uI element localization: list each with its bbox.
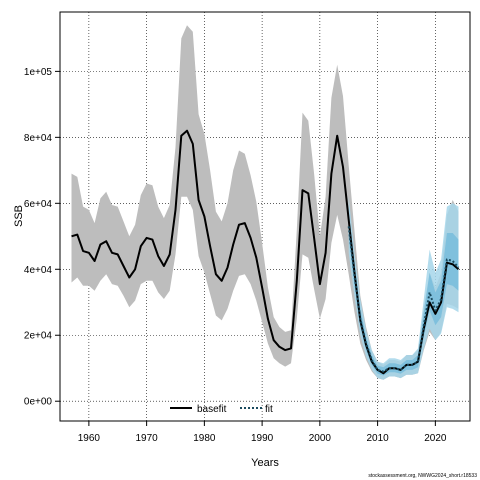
y-tick-label: 4e+04 bbox=[24, 265, 53, 276]
fit-band-outer bbox=[348, 196, 459, 380]
y-axis: 0e+00 2e+04 4e+04 6e+04 8e+04 1e+05 bbox=[24, 67, 60, 408]
x-tick-label: 2020 bbox=[424, 433, 447, 444]
x-axis: 1960 1970 1980 1990 2000 2010 2020 bbox=[78, 421, 447, 444]
y-tick-label: 6e+04 bbox=[24, 199, 53, 210]
caption: stockassessment.org, NWWG2024_short.r185… bbox=[368, 473, 477, 479]
y-tick-label: 8e+04 bbox=[24, 133, 53, 144]
series-lines bbox=[71, 129, 460, 375]
x-tick-label: 1980 bbox=[193, 433, 216, 444]
x-axis-title: Years bbox=[251, 457, 279, 469]
y-axis-title: SSB bbox=[13, 205, 25, 227]
x-tick-label: 1990 bbox=[251, 433, 274, 444]
plot-frame bbox=[59, 11, 471, 422]
x-tick-label: 2010 bbox=[366, 433, 389, 444]
x-tick-label: 1970 bbox=[135, 433, 158, 444]
fit-line bbox=[347, 226, 460, 373]
legend-basefit-label: basefit bbox=[197, 404, 227, 415]
y-tick-label: 0e+00 bbox=[24, 397, 53, 408]
y-tick-label: 1e+05 bbox=[24, 67, 53, 78]
fit-confidence-band bbox=[348, 196, 459, 380]
basefit-confidence-band bbox=[71, 25, 459, 380]
legend: basefit fit bbox=[170, 404, 273, 415]
fit-band-inner bbox=[348, 213, 459, 376]
y-tick-label: 2e+04 bbox=[24, 331, 53, 342]
legend-fit-label: fit bbox=[265, 404, 273, 415]
basefit-band bbox=[71, 25, 459, 380]
x-tick-label: 1960 bbox=[78, 433, 101, 444]
x-tick-label: 2000 bbox=[309, 433, 332, 444]
